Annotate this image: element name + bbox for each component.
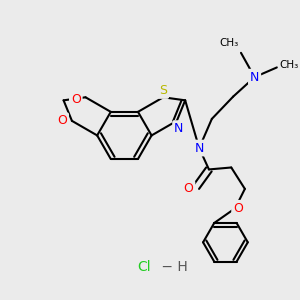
- Text: Cl: Cl: [137, 260, 151, 274]
- Text: O: O: [233, 202, 243, 215]
- Text: N: N: [194, 142, 204, 154]
- Text: O: O: [71, 93, 81, 106]
- Text: S: S: [159, 84, 167, 97]
- Text: − H: − H: [158, 260, 188, 274]
- Text: O: O: [184, 182, 194, 195]
- Text: O: O: [57, 114, 67, 127]
- Text: CH₃: CH₃: [220, 38, 239, 48]
- Text: CH₃: CH₃: [279, 61, 298, 70]
- Text: N: N: [250, 70, 259, 84]
- Text: N: N: [174, 122, 184, 135]
